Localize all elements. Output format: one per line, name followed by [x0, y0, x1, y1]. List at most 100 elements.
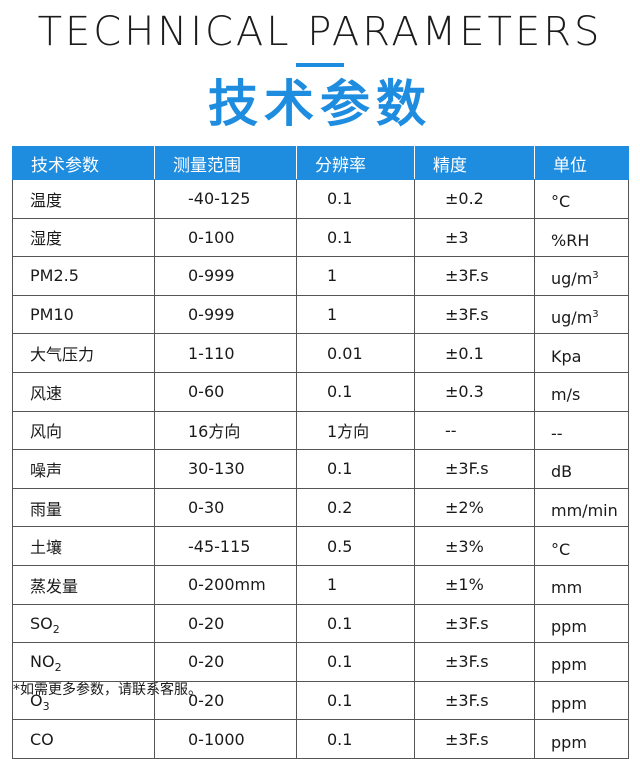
title-accent-bar	[296, 63, 344, 67]
measurement-range-cell: 0-20	[154, 642, 297, 682]
parameter-name-cell: 风速	[12, 371, 155, 412]
resolution-cell: 0.1	[296, 371, 415, 412]
unit-cell: m/s	[534, 371, 629, 412]
parameter-name-cell: SO2	[12, 603, 155, 644]
parameter-name-cell: 风向	[12, 410, 155, 451]
parameter-name: NO	[30, 652, 55, 672]
accuracy-cell: ±3F.s	[414, 603, 535, 644]
parameter-name: 风向	[30, 422, 63, 442]
table-row: 温度 -40-125 0.1 ±0.2 °C	[12, 179, 629, 219]
parameter-name: CO	[30, 729, 54, 749]
measurement-range-cell: 0-30	[154, 487, 297, 528]
unit-text: °C	[551, 539, 571, 559]
table-row: SO2 0-20 0.1 ±3F.s ppm	[12, 603, 629, 644]
parameter-name-cell: 噪声	[12, 449, 155, 489]
parameter-name-cell: 湿度	[12, 217, 155, 258]
table-row: CO 0-1000 0.1 ±3F.s ppm	[12, 719, 629, 759]
accuracy-cell: ±3%	[414, 526, 535, 566]
unit-cell: ug/m3	[534, 294, 629, 335]
measurement-range-cell: 0-1000	[154, 719, 297, 759]
column-header-resolution: 分辨率	[296, 146, 415, 180]
parameter-name: 温度	[30, 190, 63, 210]
unit-cell: %RH	[534, 217, 629, 258]
unit-cell: dB	[534, 449, 629, 489]
parameter-name-subscript: 2	[52, 622, 60, 636]
unit-text: ppm	[551, 616, 587, 636]
parameters-table: 技术参数 测量范围 分辨率 精度 单位 温度 -40-125 0.1 ±0.2 °C 湿度…	[12, 146, 629, 759]
resolution-cell: 0.1	[296, 719, 415, 759]
resolution-cell: 0.1	[296, 449, 415, 489]
parameter-name: 湿度	[30, 229, 63, 249]
accuracy-cell: ±1%	[414, 564, 535, 605]
unit-text: mm	[551, 578, 583, 598]
resolution-cell: 0.1	[296, 680, 415, 721]
measurement-range-cell: -40-125	[154, 179, 297, 219]
unit-text: °C	[551, 192, 571, 212]
accuracy-cell: --	[414, 410, 535, 451]
unit-cell: ppm	[534, 603, 629, 644]
measurement-range-cell: 1-110	[154, 333, 297, 373]
accuracy-cell: ±0.3	[414, 371, 535, 412]
unit-cell: ppm	[534, 680, 629, 721]
parameter-name-cell: PM2.5	[12, 256, 155, 296]
accuracy-cell: ±3F.s	[414, 680, 535, 721]
unit-cell: °C	[534, 526, 629, 566]
unit-text: %RH	[551, 230, 590, 250]
unit-cell: mm	[534, 564, 629, 605]
unit-cell: --	[534, 410, 629, 451]
parameter-name-subscript: 3	[42, 700, 50, 714]
parameter-name-cell: NO2	[12, 642, 155, 682]
unit-text: Kpa	[551, 346, 582, 366]
unit-text: mm/min	[551, 501, 618, 521]
page-title-chinese: 技术参数	[208, 75, 432, 133]
measurement-range-cell: 0-100	[154, 217, 297, 258]
measurement-range-cell: 0-60	[154, 371, 297, 412]
table-row: 大气压力 1-110 0.01 ±0.1 Kpa	[12, 333, 629, 373]
parameter-name: 蒸发量	[30, 576, 79, 596]
table-row: 湿度 0-100 0.1 ±3 %RH	[12, 217, 629, 258]
resolution-cell: 1	[296, 564, 415, 605]
unit-cell: ppm	[534, 719, 629, 759]
unit-text: dB	[551, 462, 573, 482]
resolution-cell: 0.5	[296, 526, 415, 566]
parameter-name: 土壤	[30, 538, 63, 558]
footnote: *如需更多参数，请联系客服。	[13, 682, 202, 698]
unit-superscript: 3	[592, 309, 599, 321]
unit-text: ug/m	[551, 269, 593, 289]
resolution-cell: 0.1	[296, 603, 415, 644]
table-row: PM2.5 0-999 1 ±3F.s ug/m3	[12, 256, 629, 296]
parameter-name-cell: CO	[12, 719, 155, 759]
unit-cell: °C	[534, 179, 629, 219]
parameter-name-cell: 土壤	[12, 526, 155, 566]
unit-cell: ppm	[534, 642, 629, 682]
accuracy-cell: ±3F.s	[414, 294, 535, 335]
parameter-name-cell: 温度	[12, 179, 155, 219]
parameter-name-cell: PM10	[12, 294, 155, 335]
accuracy-cell: ±0.2	[414, 179, 535, 219]
unit-cell: Kpa	[534, 333, 629, 373]
accuracy-cell: ±3F.s	[414, 449, 535, 489]
unit-text: m/s	[551, 385, 581, 405]
measurement-range-cell: 30-130	[154, 449, 297, 489]
resolution-cell: 0.1	[296, 217, 415, 258]
accuracy-cell: ±3F.s	[414, 256, 535, 296]
measurement-range-cell: -45-115	[154, 526, 297, 566]
column-header-unit: 单位	[534, 146, 629, 180]
unit-text: ppm	[551, 694, 587, 714]
unit-cell: ug/m3	[534, 256, 629, 296]
accuracy-cell: ±2%	[414, 487, 535, 528]
measurement-range-cell: 0-999	[154, 294, 297, 335]
measurement-range-cell: 0-200mm	[154, 564, 297, 605]
parameter-name: 大气压力	[30, 345, 95, 365]
resolution-cell: 1方向	[296, 410, 415, 451]
table-row: 蒸发量 0-200mm 1 ±1% mm	[12, 564, 629, 605]
accuracy-cell: ±3	[414, 217, 535, 258]
resolution-cell: 0.01	[296, 333, 415, 373]
parameter-name: O	[30, 691, 43, 711]
unit-superscript: 3	[592, 270, 599, 282]
column-header-accuracy: 精度	[414, 146, 535, 180]
resolution-cell: 0.2	[296, 487, 415, 528]
parameter-name-cell: 蒸发量	[12, 564, 155, 605]
accuracy-cell: ±3F.s	[414, 719, 535, 759]
parameter-name: PM10	[30, 305, 74, 325]
